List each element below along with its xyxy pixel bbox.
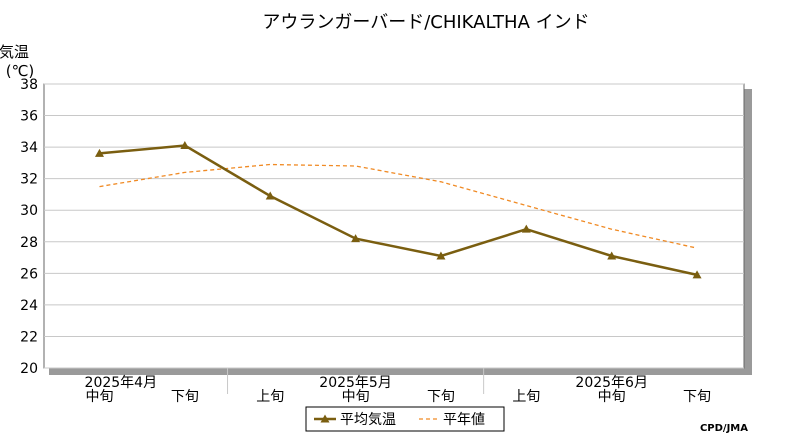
legend-box	[305, 406, 505, 432]
data-point-average	[607, 251, 617, 260]
month-label: 2025年6月	[575, 375, 648, 391]
x-tick-label: 上旬	[512, 389, 540, 405]
month-label: 2025年4月	[85, 375, 158, 391]
data-point-average	[521, 224, 531, 233]
y-tick-label: 22	[20, 329, 38, 345]
x-tick-label: 中旬	[598, 389, 626, 405]
data-point-average	[692, 270, 702, 279]
y-tick-label: 24	[20, 298, 38, 314]
y-tick-label: 34	[20, 140, 38, 156]
y-axis-unit: (℃)	[6, 62, 35, 80]
y-tick-label: 28	[20, 235, 38, 251]
x-tick-label: 上旬	[256, 389, 284, 405]
x-tick-label: 下旬	[427, 389, 455, 405]
legend: 平均気温 平年値	[305, 406, 505, 432]
data-point-average	[94, 148, 104, 157]
x-tick-label: 下旬	[683, 389, 711, 405]
series-line-average	[99, 144, 698, 277]
legend-label-normal: 平年値	[443, 412, 485, 428]
legend-marker-average	[320, 414, 330, 423]
plot-area	[43, 83, 752, 375]
y-tick-label: 30	[20, 203, 38, 219]
source-label: CPD/JMA	[700, 423, 748, 434]
data-point-average	[180, 141, 190, 150]
data-point-average	[265, 191, 275, 200]
month-label: 2025年5月	[319, 375, 392, 391]
y-axis-label: 気温	[0, 43, 29, 61]
y-axis-ticks: 20 22 24 26 28 30 32 34 36 38	[20, 77, 38, 377]
series-line-normal	[99, 163, 698, 249]
y-tick-label: 26	[20, 266, 38, 282]
y-tick-label: 36	[20, 109, 38, 125]
y-tick-label: 38	[20, 77, 38, 93]
x-tick-label: 中旬	[85, 389, 113, 405]
y-tick-label: 20	[20, 361, 38, 377]
data-point-average	[351, 234, 361, 243]
gridlines	[44, 83, 744, 369]
legend-label-average: 平均気温	[340, 412, 396, 428]
data-point-average	[436, 251, 446, 260]
y-tick-label: 32	[20, 172, 38, 188]
x-tick-label: 中旬	[342, 389, 370, 405]
x-axis-ticks: 中旬 下旬 上旬 中旬 下旬 上旬 中旬 下旬 2025年4月 2025年5月 2025年6月	[85, 368, 711, 405]
x-tick-label: 下旬	[171, 389, 199, 405]
series-layer	[94, 141, 702, 279]
chart-title: アウランガーバード/CHIKALTHA インド	[262, 12, 589, 33]
plot-background	[43, 83, 745, 369]
